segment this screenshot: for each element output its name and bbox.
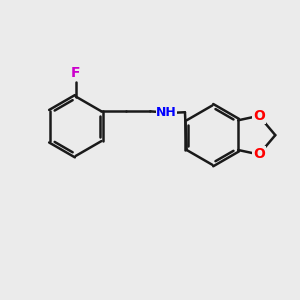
Text: NH: NH [156, 106, 177, 119]
Text: F: F [71, 66, 80, 80]
Text: O: O [253, 148, 265, 161]
Text: O: O [253, 109, 265, 123]
